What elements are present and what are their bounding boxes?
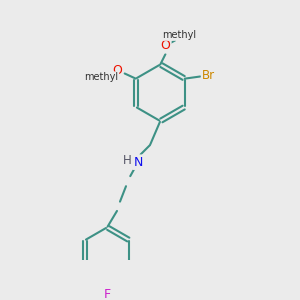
Text: methyl: methyl [84, 72, 118, 82]
Text: Br: Br [202, 69, 215, 82]
Text: O: O [112, 64, 122, 76]
Text: O: O [160, 39, 170, 52]
Text: F: F [103, 288, 111, 300]
Text: N: N [133, 156, 143, 169]
Text: methyl: methyl [162, 30, 196, 40]
Text: H: H [123, 154, 132, 167]
